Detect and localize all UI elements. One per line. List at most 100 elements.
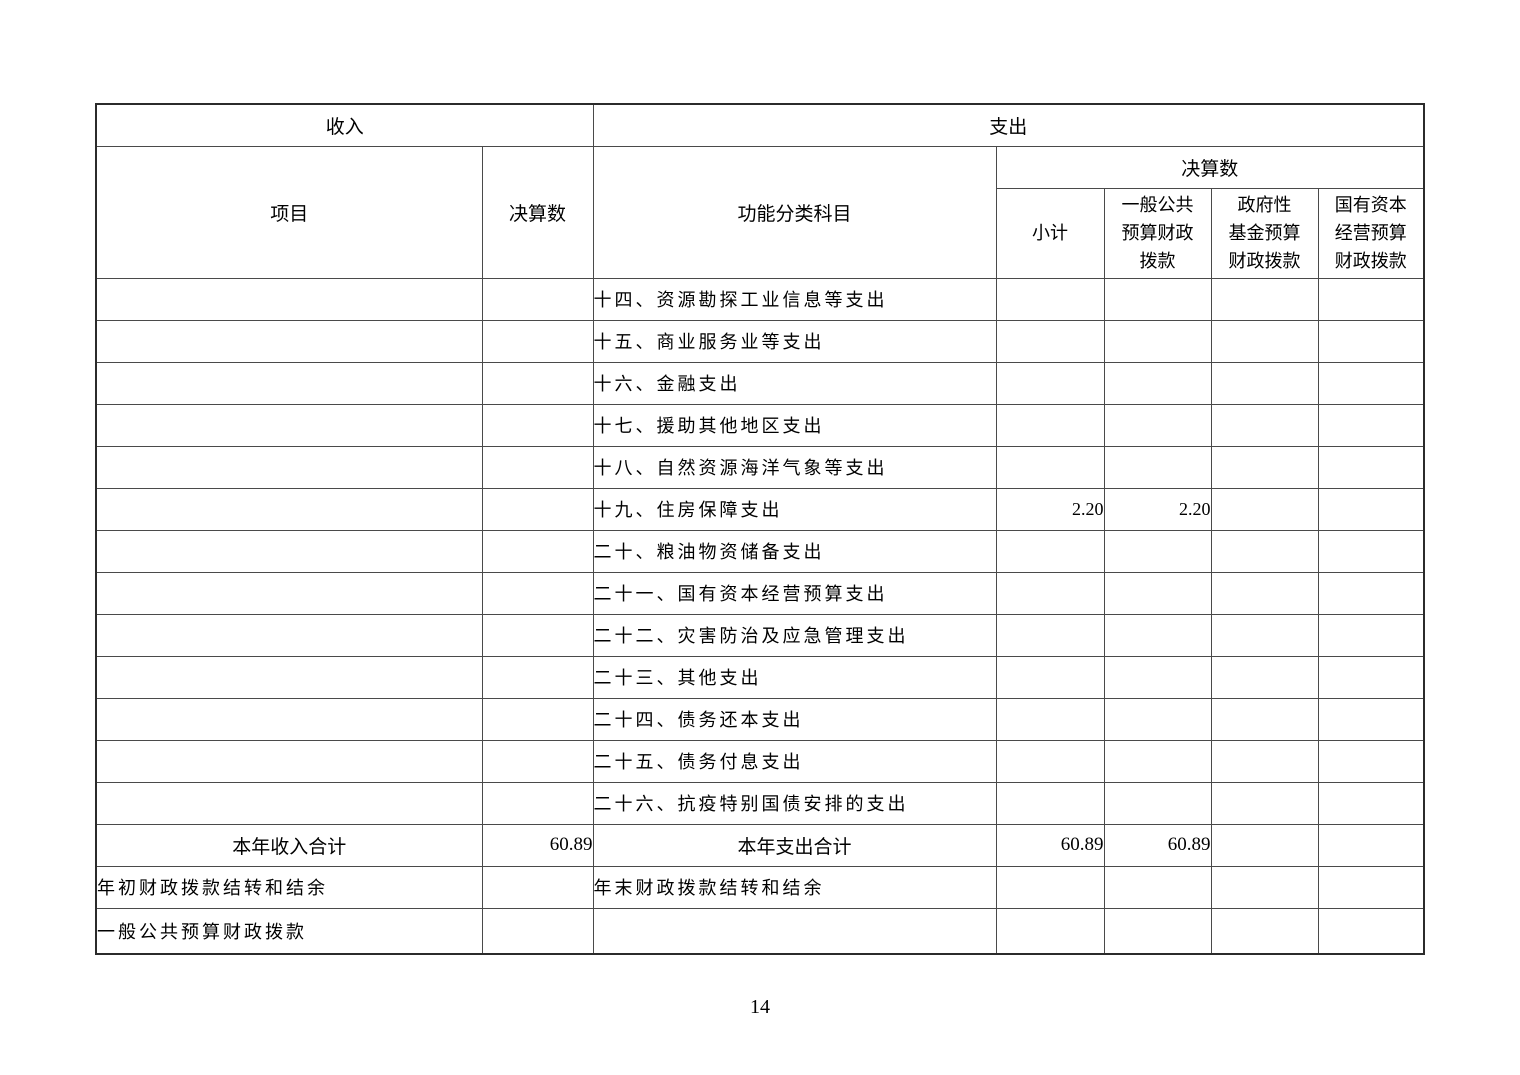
expense-fund-cell <box>1210 697 1319 741</box>
expense-carryover-fund <box>1210 865 1319 909</box>
expense-category-cell: 十五、商业服务业等支出 <box>592 319 997 363</box>
income-carryover-label: 年初财政拨款结转和结余 <box>95 865 483 909</box>
income-value-cell <box>481 613 594 657</box>
expense-fund-cell <box>1210 445 1319 489</box>
expense-capital-cell <box>1317 781 1425 825</box>
income-item-cell <box>95 361 483 405</box>
table-row: 十四、资源勘探工业信息等支出 <box>95 277 1425 321</box>
expense-fund-cell <box>1210 277 1319 321</box>
expense-capital-cell <box>1317 277 1425 321</box>
expense-detail-category <box>592 907 997 955</box>
expense-total-capital <box>1317 823 1425 867</box>
detail-row: 一般公共预算财政拨款 <box>95 907 1425 955</box>
expense-capital-cell <box>1317 571 1425 615</box>
expense-subtotal-cell <box>995 361 1105 405</box>
income-total-value: 60.89 <box>481 823 594 867</box>
expense-capital-cell <box>1317 403 1425 447</box>
column-header-functional-category: 功能分类科目 <box>592 145 997 279</box>
carryover-row: 年初财政拨款结转和结余 年末财政拨款结转和结余 <box>95 865 1425 909</box>
expense-category-cell: 二十二、灾害防治及应急管理支出 <box>592 613 997 657</box>
income-item-cell <box>95 781 483 825</box>
table-row: 十六、金融支出 <box>95 361 1425 405</box>
expense-category-cell: 十四、资源勘探工业信息等支出 <box>592 277 997 321</box>
table-row: 二十一、国有资本经营预算支出 <box>95 571 1425 615</box>
expense-capital-cell <box>1317 445 1425 489</box>
income-value-cell <box>481 781 594 825</box>
income-value-cell <box>481 487 594 531</box>
expense-general-cell <box>1103 655 1212 699</box>
expense-capital-cell <box>1317 319 1425 363</box>
table-row: 十九、住房保障支出 2.20 2.20 <box>95 487 1425 531</box>
expense-subtotal-cell <box>995 697 1105 741</box>
column-header-final-accounts-income: 决算数 <box>481 145 594 279</box>
expense-detail-general <box>1103 907 1212 955</box>
expense-category-cell: 二十一、国有资本经营预算支出 <box>592 571 997 615</box>
column-header-item: 项目 <box>95 145 483 279</box>
expense-general-cell <box>1103 571 1212 615</box>
income-item-cell <box>95 445 483 489</box>
income-detail-label: 一般公共预算财政拨款 <box>95 907 483 955</box>
expense-subtotal-cell: 2.20 <box>995 487 1105 531</box>
expense-carryover-general <box>1103 865 1212 909</box>
income-item-cell <box>95 655 483 699</box>
expense-general-cell <box>1103 277 1212 321</box>
income-total-label: 本年收入合计 <box>95 823 483 867</box>
expense-capital-cell <box>1317 487 1425 531</box>
expense-detail-capital <box>1317 907 1425 955</box>
expense-fund-cell <box>1210 739 1319 783</box>
income-item-cell <box>95 403 483 447</box>
expense-general-cell <box>1103 445 1212 489</box>
table-row: 二十六、抗疫特别国债安排的支出 <box>95 781 1425 825</box>
expense-general-cell <box>1103 403 1212 447</box>
expense-general-cell <box>1103 781 1212 825</box>
income-value-cell <box>481 319 594 363</box>
income-item-cell <box>95 571 483 615</box>
expense-capital-cell <box>1317 529 1425 573</box>
expense-general-cell <box>1103 739 1212 783</box>
expense-category-cell: 二十三、其他支出 <box>592 655 997 699</box>
expense-subtotal-cell <box>995 319 1105 363</box>
income-value-cell <box>481 277 594 321</box>
table-row: 二十四、债务还本支出 <box>95 697 1425 741</box>
expense-subtotal-cell <box>995 403 1105 447</box>
table-row: 二十二、灾害防治及应急管理支出 <box>95 613 1425 657</box>
table-row: 二十五、债务付息支出 <box>95 739 1425 783</box>
expense-category-cell: 十九、住房保障支出 <box>592 487 997 531</box>
expense-carryover-subtotal <box>995 865 1105 909</box>
column-header-final-accounts-expense: 决算数 <box>995 145 1425 189</box>
income-item-cell <box>95 319 483 363</box>
income-item-cell <box>95 739 483 783</box>
expense-category-cell: 十六、金融支出 <box>592 361 997 405</box>
table-row: 二十三、其他支出 <box>95 655 1425 699</box>
expense-general-cell <box>1103 613 1212 657</box>
expense-general-cell <box>1103 697 1212 741</box>
expense-fund-cell <box>1210 655 1319 699</box>
income-value-cell <box>481 697 594 741</box>
income-detail-value <box>481 907 594 955</box>
expense-subtotal-cell <box>995 445 1105 489</box>
income-item-cell <box>95 277 483 321</box>
expense-general-cell <box>1103 529 1212 573</box>
expense-category-cell: 十七、援助其他地区支出 <box>592 403 997 447</box>
budget-table: 收入 支出 项目 决算数 功能分类科目 决算数 小计 一般公共 预算财政 拨款 … <box>95 103 1426 955</box>
expense-fund-cell <box>1210 529 1319 573</box>
expense-subtotal-cell <box>995 655 1105 699</box>
expense-category-cell: 二十六、抗疫特别国债安排的支出 <box>592 781 997 825</box>
expense-total-subtotal: 60.89 <box>995 823 1105 867</box>
expense-fund-cell <box>1210 319 1319 363</box>
column-header-state-capital-budget: 国有资本 经营预算 财政拨款 <box>1317 187 1425 279</box>
expense-fund-cell <box>1210 487 1319 531</box>
income-item-cell <box>95 613 483 657</box>
income-value-cell <box>481 445 594 489</box>
table-row: 十五、商业服务业等支出 <box>95 319 1425 363</box>
expense-capital-cell <box>1317 655 1425 699</box>
expense-fund-cell <box>1210 613 1319 657</box>
expense-carryover-label: 年末财政拨款结转和结余 <box>592 865 997 909</box>
income-value-cell <box>481 655 594 699</box>
income-item-cell <box>95 487 483 531</box>
expense-total-fund <box>1210 823 1319 867</box>
expense-category-cell: 二十四、债务还本支出 <box>592 697 997 741</box>
income-value-cell <box>481 403 594 447</box>
expense-capital-cell <box>1317 361 1425 405</box>
income-item-cell <box>95 697 483 741</box>
